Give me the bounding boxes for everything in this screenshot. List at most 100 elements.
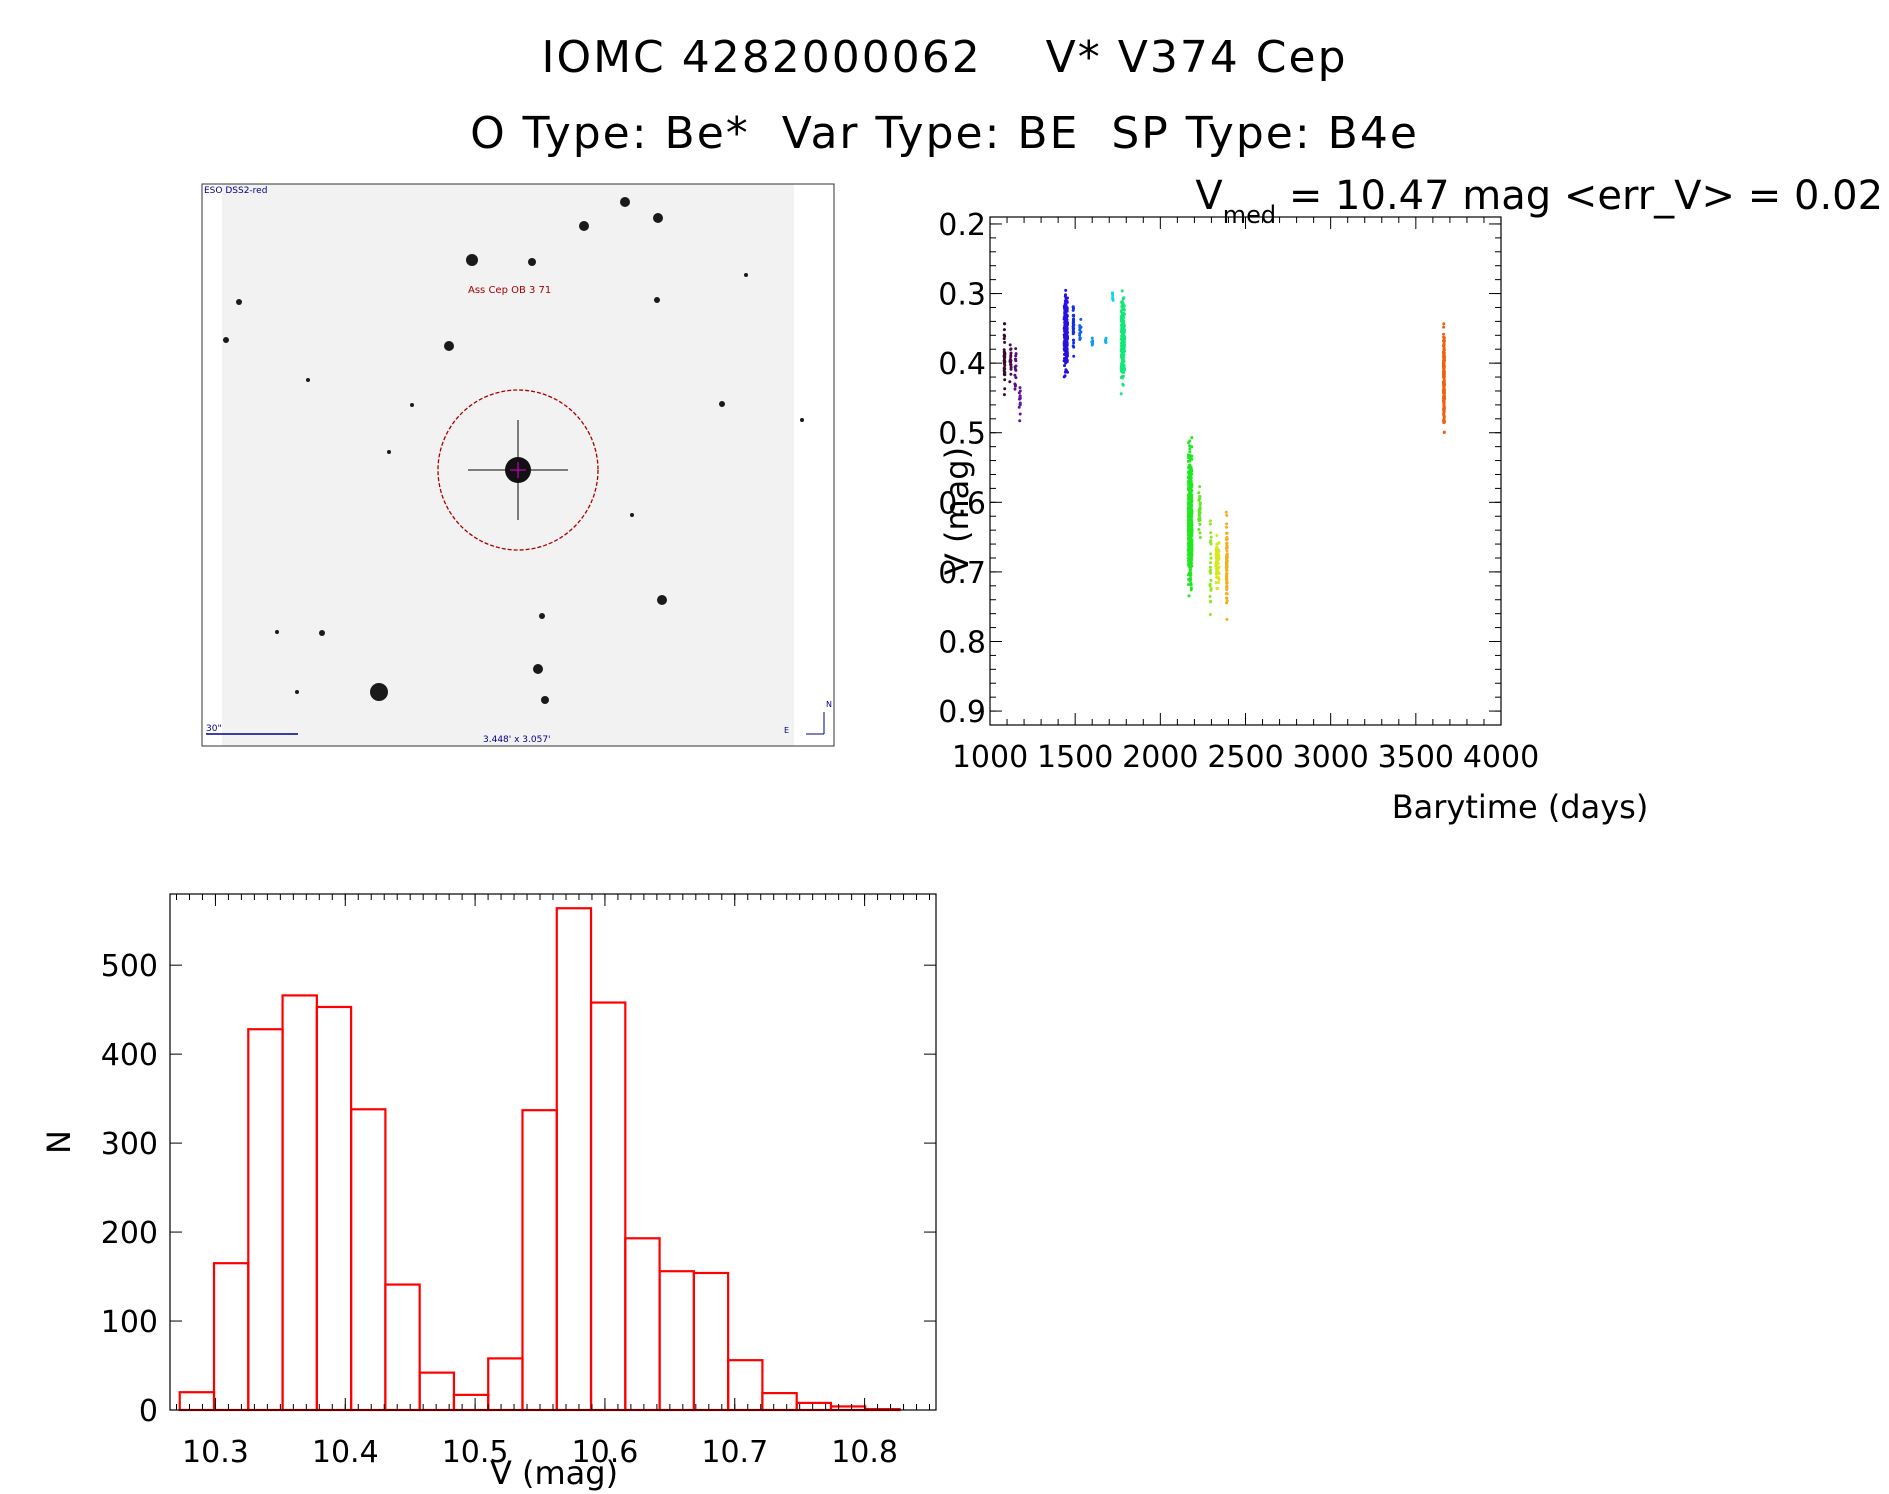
lc-x-tick-label: 1000 (952, 740, 1028, 775)
lc-data-point (1442, 391, 1446, 395)
lc-data-point (1120, 318, 1124, 321)
histogram-bar (281, 994, 318, 1412)
lc-data-point (1215, 576, 1219, 580)
lc-y-tick-label: 10.8 (940, 625, 986, 660)
background-star (657, 595, 667, 605)
lc-data-point (1188, 537, 1192, 540)
histogram-bar (212, 1262, 250, 1412)
lc-y-tick-label: 10.5 (940, 417, 986, 452)
lc-data-point (1442, 380, 1446, 384)
lc-data-point (1442, 346, 1446, 350)
hist-y-tick-label: 300 (101, 1127, 158, 1162)
lc-data-point (1188, 567, 1192, 571)
histogram-bar (178, 1391, 216, 1412)
lc-data-point (1120, 289, 1124, 293)
lc-data-point (1442, 370, 1446, 373)
lc-data-point (1003, 387, 1007, 391)
lc-data-point (1008, 380, 1012, 384)
lc-data-point (1064, 326, 1068, 330)
lc-ylabel: V (mag) (940, 447, 976, 575)
lc-data-point (1187, 528, 1191, 532)
light-curve-chart: Vmed = 10.47 mag <err_V> = 0.02 mag 1000… (940, 173, 1889, 826)
lc-data-point (1014, 352, 1018, 356)
lc-y-tick-label: 10.4 (940, 347, 986, 382)
lc-xlabel: Barytime (days) (1392, 788, 1649, 826)
background-star (800, 418, 804, 422)
lc-data-point (1018, 419, 1022, 423)
histogram-bars (178, 907, 901, 1412)
lc-data-point (1225, 522, 1229, 526)
background-star (528, 258, 536, 266)
target-circle (437, 389, 599, 551)
lc-data-point (1209, 571, 1213, 575)
background-star (236, 299, 242, 305)
lc-data-point (1442, 339, 1446, 343)
background-star (620, 197, 630, 207)
histogram-bar (247, 1028, 284, 1412)
lc-data-point (1225, 549, 1229, 553)
lc-data-point (1121, 329, 1125, 333)
lc-data-point (1188, 505, 1192, 509)
lc-data-point (1442, 411, 1446, 415)
lc-data-point (1119, 362, 1123, 366)
lc-data-point (1123, 312, 1126, 316)
lc-data-point (1065, 300, 1069, 304)
background-star (387, 450, 391, 454)
lc-x-tick-label: 3000 (1292, 740, 1368, 775)
background-star (319, 630, 325, 636)
lc-data-point (1190, 518, 1193, 522)
lc-data-point (1225, 542, 1229, 546)
lc-data-point (1072, 354, 1076, 358)
hist-x-tick-label: 10.6 (572, 1435, 639, 1470)
lc-data-point (1225, 525, 1228, 529)
lc-data-point (1013, 387, 1017, 391)
lc-data-point (1064, 323, 1068, 327)
lc-data-point (1442, 336, 1446, 340)
hist-y-tick-label: 400 (101, 1038, 158, 1073)
histogram-bar (727, 1359, 764, 1412)
lc-data-point (1214, 581, 1218, 585)
lc-data-point (1189, 496, 1193, 500)
lc-data-point (1215, 587, 1219, 590)
lc-data-point (1215, 534, 1219, 537)
lc-data-point (1187, 550, 1191, 554)
lc-data-point (1071, 344, 1075, 348)
background-star (539, 613, 545, 619)
lc-data-point (1013, 384, 1017, 388)
lc-data-point (1122, 346, 1126, 350)
lc-data-point (1003, 334, 1007, 338)
lc-data-point (1442, 332, 1446, 336)
lc-plot-frame (989, 216, 1502, 726)
hist-y-tick-label: 200 (101, 1216, 158, 1251)
lc-data-point (1190, 508, 1193, 512)
lc-data-point (1065, 351, 1069, 355)
lc-data-point (1442, 348, 1446, 352)
compass-east-label: E (784, 726, 789, 735)
lc-data-point (1442, 389, 1445, 393)
hist-y-tick-label: 0 (139, 1394, 158, 1429)
lc-data-point (1120, 312, 1124, 316)
lc-data-point (1122, 308, 1126, 312)
lc-data-point (1071, 308, 1075, 312)
lc-data-point (1120, 342, 1124, 346)
lc-data-point (1442, 376, 1446, 380)
lc-data-point (1190, 436, 1194, 440)
lc-data-point (1190, 529, 1194, 533)
lc-data-point (1209, 578, 1213, 582)
lc-data-point (1198, 501, 1202, 505)
lc-data-point (1198, 522, 1202, 526)
lc-data-point (1190, 457, 1194, 461)
lc-data-point (1121, 371, 1125, 375)
lc-data-point (1225, 599, 1229, 603)
lc-data-point (1186, 456, 1190, 459)
lc-data-point (1442, 384, 1446, 388)
survey-label: ESO DSS2-red (204, 186, 267, 196)
background-star (653, 213, 663, 223)
histogram-bar (384, 1283, 421, 1412)
lc-data-point (1013, 373, 1017, 377)
lc-data-point (1063, 315, 1067, 319)
lc-data-point (1187, 525, 1190, 529)
lc-data-point (1209, 561, 1212, 565)
lc-data-point (1442, 394, 1446, 398)
lc-axes: 1000 1500 2000 2500 3000 3500 4000 10.2 10.3 10.4… (940, 208, 1539, 775)
